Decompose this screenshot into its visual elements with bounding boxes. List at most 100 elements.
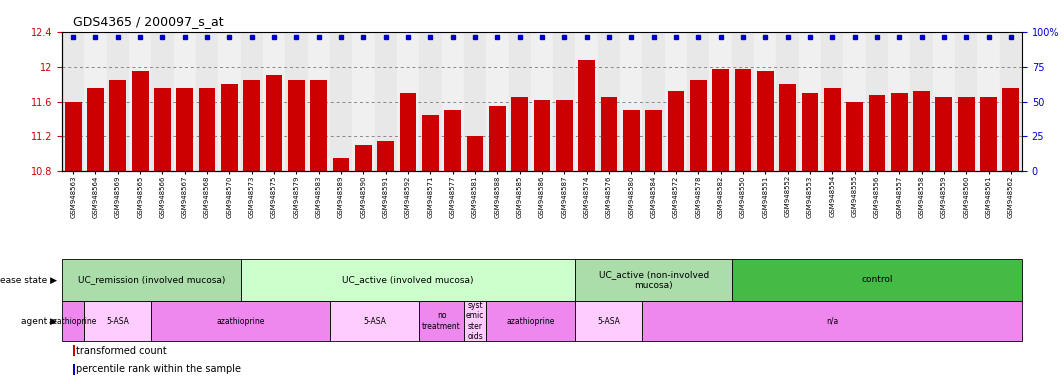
Bar: [757, 71, 774, 171]
Bar: [667, 91, 684, 171]
Bar: [509, 32, 531, 171]
Bar: [821, 32, 844, 171]
Bar: [1000, 32, 1023, 171]
Bar: [578, 60, 595, 171]
Text: transformed count: transformed count: [77, 346, 167, 356]
Bar: [263, 32, 285, 171]
Bar: [330, 301, 419, 341]
Bar: [199, 88, 216, 171]
Bar: [154, 88, 171, 171]
Bar: [643, 32, 665, 171]
Bar: [397, 32, 419, 171]
Bar: [911, 32, 933, 171]
Bar: [352, 32, 375, 171]
Bar: [62, 32, 84, 171]
Bar: [177, 88, 194, 171]
Bar: [600, 97, 617, 171]
Bar: [129, 32, 151, 171]
Bar: [378, 141, 394, 171]
Bar: [355, 145, 371, 171]
Bar: [531, 32, 553, 171]
Bar: [734, 70, 751, 171]
Bar: [955, 32, 978, 171]
Bar: [799, 32, 821, 171]
Bar: [84, 301, 151, 341]
Bar: [844, 32, 866, 171]
Bar: [422, 114, 438, 171]
Bar: [553, 32, 576, 171]
Bar: [375, 32, 397, 171]
Bar: [464, 301, 486, 341]
Bar: [445, 110, 461, 171]
Text: agent ▶: agent ▶: [21, 316, 57, 326]
Bar: [486, 32, 509, 171]
Bar: [712, 70, 729, 171]
Bar: [151, 301, 330, 341]
Bar: [87, 88, 104, 171]
Bar: [218, 32, 240, 171]
Bar: [754, 32, 777, 171]
Text: azathioprine: azathioprine: [216, 316, 265, 326]
Bar: [980, 97, 997, 171]
Bar: [285, 32, 307, 171]
Bar: [173, 32, 196, 171]
Bar: [307, 32, 330, 171]
Bar: [419, 301, 464, 341]
Bar: [62, 259, 240, 301]
Bar: [958, 97, 975, 171]
Bar: [868, 94, 885, 171]
Bar: [732, 259, 1023, 301]
Bar: [221, 84, 238, 171]
Text: 5-ASA: 5-ASA: [363, 316, 386, 326]
Bar: [645, 110, 662, 171]
Text: disease state ▶: disease state ▶: [0, 275, 57, 285]
Bar: [689, 80, 706, 171]
Text: 5-ASA: 5-ASA: [598, 316, 620, 326]
Bar: [846, 101, 863, 171]
Bar: [643, 301, 1023, 341]
Bar: [464, 32, 486, 171]
Bar: [72, 364, 76, 375]
Text: percentile rank within the sample: percentile rank within the sample: [77, 364, 242, 374]
Bar: [777, 32, 799, 171]
Bar: [622, 110, 639, 171]
Bar: [333, 158, 349, 171]
Text: azathioprine: azathioprine: [506, 316, 555, 326]
Bar: [665, 32, 687, 171]
Bar: [196, 32, 218, 171]
Text: GDS4365 / 200097_s_at: GDS4365 / 200097_s_at: [72, 15, 223, 28]
Bar: [151, 32, 173, 171]
Bar: [732, 32, 754, 171]
Bar: [620, 32, 643, 171]
Bar: [240, 32, 263, 171]
Bar: [824, 88, 841, 171]
Bar: [576, 301, 643, 341]
Bar: [106, 32, 129, 171]
Bar: [576, 32, 598, 171]
Bar: [935, 97, 952, 171]
Text: no
treatment: no treatment: [422, 311, 461, 331]
Text: n/a: n/a: [826, 316, 838, 326]
Text: 5-ASA: 5-ASA: [106, 316, 129, 326]
Bar: [598, 32, 620, 171]
Bar: [576, 259, 732, 301]
Bar: [687, 32, 710, 171]
Bar: [913, 91, 930, 171]
Text: control: control: [861, 275, 893, 285]
Bar: [534, 100, 550, 171]
Bar: [84, 32, 106, 171]
Bar: [400, 93, 416, 171]
Bar: [240, 259, 576, 301]
Bar: [311, 80, 327, 171]
Bar: [442, 32, 464, 171]
Bar: [467, 136, 483, 171]
Bar: [489, 106, 505, 171]
Bar: [132, 71, 149, 171]
Bar: [891, 93, 908, 171]
Bar: [779, 84, 796, 171]
Bar: [330, 32, 352, 171]
Bar: [888, 32, 911, 171]
Bar: [288, 80, 304, 171]
Text: UC_remission (involved mucosa): UC_remission (involved mucosa): [78, 275, 225, 285]
Bar: [978, 32, 1000, 171]
